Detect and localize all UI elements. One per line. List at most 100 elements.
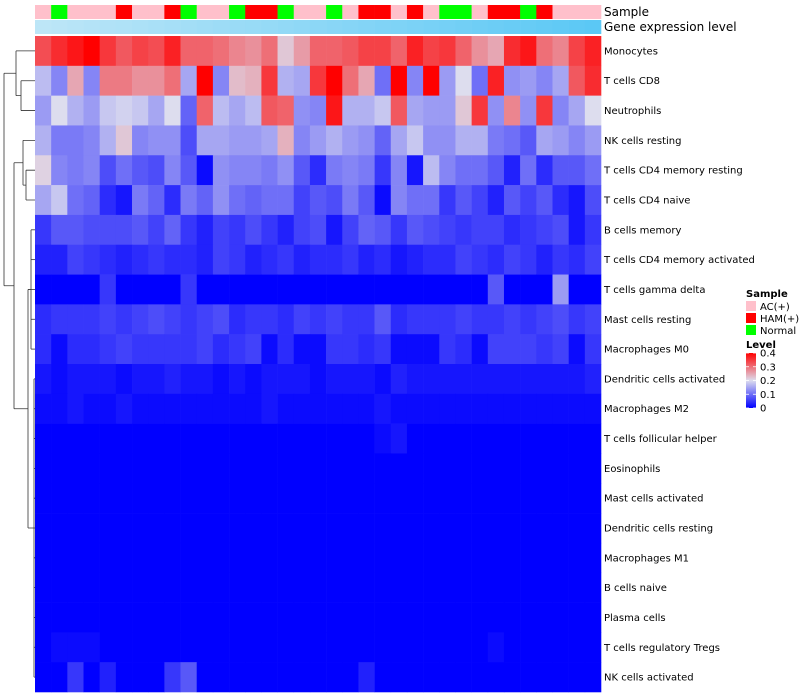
heatmap-cell-t-cells-gamma-delta xyxy=(390,274,408,305)
sample-annotation-cell xyxy=(390,5,408,19)
heatmap-cell-macrophages-m0 xyxy=(455,334,472,365)
heatmap-cell-dendritic-cells-activated xyxy=(503,364,521,395)
heatmap-cell-b-cells-naive xyxy=(536,572,553,603)
heatmap-cell-macrophages-m0 xyxy=(439,334,456,365)
heatmap-cell-t-cells-regulatory-tregs xyxy=(390,632,408,663)
gene-expression-annotation-cell xyxy=(423,20,440,34)
heatmap-cell-dendritic-cells-activated xyxy=(35,364,52,395)
heatmap-cell-t-cells-follicular-helper xyxy=(439,423,456,454)
heatmap-cell-b-cells-memory xyxy=(374,214,392,246)
heatmap-cell-t-cells-cd4-memory-resting xyxy=(309,155,327,186)
dendrogram-branch xyxy=(3,72,16,287)
heatmap-cell-mast-cells-activated xyxy=(180,483,198,514)
heatmap-cell-t-cells-gamma-delta xyxy=(180,274,198,305)
heatmap-cell-t-cells-cd8 xyxy=(584,65,602,96)
heatmap-cell-b-cells-memory xyxy=(390,214,408,246)
heatmap-cell-eosinophils xyxy=(67,453,84,484)
heatmap-cell-neutrophils xyxy=(374,95,392,126)
heatmap-cell-macrophages-m1 xyxy=(520,542,537,574)
heatmap-cell-mast-cells-resting xyxy=(212,304,230,335)
heatmap-cell-plasma-cells xyxy=(536,602,553,633)
heatmap-cell-t-cells-follicular-helper xyxy=(358,423,375,454)
heatmap-cell-plasma-cells xyxy=(455,602,472,633)
sample-annotation-cell xyxy=(487,5,505,19)
heatmap-cell-dendritic-cells-resting xyxy=(212,513,230,544)
heatmap-cell-t-cells-cd8 xyxy=(503,65,521,96)
heatmap-cell-t-cells-cd8 xyxy=(132,65,149,96)
heatmap-cell-t-cells-cd4-naive xyxy=(309,185,327,216)
heatmap-cell-neutrophils xyxy=(164,95,181,126)
heatmap-cell-macrophages-m2 xyxy=(180,393,198,424)
sample-annotation-cell xyxy=(584,5,602,19)
heatmap-cell-monocytes xyxy=(342,36,359,67)
heatmap-cell-t-cells-follicular-helper xyxy=(115,423,133,454)
heatmap-cell-nk-cells-resting xyxy=(293,125,311,156)
heatmap-cell-macrophages-m2 xyxy=(374,393,392,424)
heatmap-cell-nk-cells-resting xyxy=(520,125,537,156)
heatmap-cell-monocytes xyxy=(67,36,84,67)
heatmap-cell-nk-cells-activated xyxy=(536,662,553,693)
heatmap-cell-t-cells-cd4-memory-resting xyxy=(471,155,489,186)
heatmap-cell-t-cells-follicular-helper xyxy=(455,423,472,454)
heatmap-cell-t-cells-cd4-memory-resting xyxy=(584,155,602,186)
heatmap-cell-b-cells-naive xyxy=(342,572,359,603)
heatmap-cell-dendritic-cells-activated xyxy=(390,364,408,395)
heatmap-cell-nk-cells-activated xyxy=(212,662,230,693)
heatmap-cell-t-cells-cd4-memory-resting xyxy=(568,155,586,186)
heatmap-cell-monocytes xyxy=(164,36,181,67)
dendrogram-branch xyxy=(20,80,35,111)
sample-annotation-cell xyxy=(568,5,586,19)
heatmap-cell-macrophages-m0 xyxy=(536,334,553,365)
heatmap-cell-t-cells-cd8 xyxy=(277,65,295,96)
heatmap-cell-t-cells-cd4-memory-activated xyxy=(374,244,392,275)
heatmap-cell-nk-cells-activated xyxy=(99,662,117,693)
heatmap-cell-mast-cells-activated xyxy=(67,483,84,514)
heatmap-cell-dendritic-cells-activated xyxy=(423,364,440,395)
heatmap-cell-dendritic-cells-activated xyxy=(51,364,68,395)
heatmap-cell-mast-cells-activated xyxy=(132,483,149,514)
heatmap-cell-macrophages-m0 xyxy=(471,334,489,365)
heatmap-cell-nk-cells-activated xyxy=(439,662,456,693)
heatmap-cell-mast-cells-activated xyxy=(439,483,456,514)
heatmap-cell-t-cells-cd4-naive xyxy=(67,185,84,216)
heatmap-cell-t-cells-gamma-delta xyxy=(245,274,262,305)
heatmap-cell-monocytes xyxy=(536,36,553,67)
heatmap-cell-b-cells-memory xyxy=(132,214,149,246)
gene-expression-annotation-cell xyxy=(326,20,343,34)
heatmap-cell-mast-cells-resting xyxy=(406,304,424,335)
heatmap-cell-nk-cells-activated xyxy=(51,662,68,693)
heatmap-cell-t-cells-follicular-helper xyxy=(374,423,392,454)
heatmap-cell-plasma-cells xyxy=(83,602,100,633)
heatmap-cell-t-cells-regulatory-tregs xyxy=(358,632,375,663)
heatmap-cell-t-cells-regulatory-tregs xyxy=(132,632,149,663)
heatmap-cell-eosinophils xyxy=(293,453,311,484)
heatmap-cell-dendritic-cells-resting xyxy=(406,513,424,544)
heatmap-cell-mast-cells-activated xyxy=(455,483,472,514)
heatmap-cell-t-cells-regulatory-tregs xyxy=(439,632,456,663)
heatmap-cell-macrophages-m0 xyxy=(277,334,295,365)
row-label-neutrophils: Neutrophils xyxy=(604,106,661,117)
gene-expression-annotation-cell xyxy=(439,20,456,34)
heatmap-cell-t-cells-follicular-helper xyxy=(212,423,230,454)
heatmap-cell-neutrophils xyxy=(196,95,214,126)
heatmap-cell-t-cells-cd4-naive xyxy=(115,185,133,216)
heatmap-cell-plasma-cells xyxy=(196,602,214,633)
heatmap-cell-plasma-cells xyxy=(67,602,84,633)
heatmap-cell-t-cells-cd8 xyxy=(99,65,117,96)
sample-annotation-cell xyxy=(148,5,165,19)
heatmap-cell-t-cells-cd8 xyxy=(261,65,278,96)
heatmap-cell-t-cells-regulatory-tregs xyxy=(568,632,586,663)
heatmap-cell-b-cells-memory xyxy=(342,214,359,246)
sample-annotation-cell xyxy=(83,5,100,19)
heatmap-cell-plasma-cells xyxy=(164,602,181,633)
heatmap-cell-t-cells-cd4-memory-resting xyxy=(196,155,214,186)
heatmap-cell-t-cells-cd4-memory-activated xyxy=(520,244,537,275)
heatmap-cell-nk-cells-activated xyxy=(487,662,505,693)
gene-expression-annotation-cell xyxy=(35,20,52,34)
heatmap-cell-t-cells-cd4-memory-resting xyxy=(99,155,117,186)
heatmap-cell-neutrophils xyxy=(51,95,68,126)
heatmap-cell-nk-cells-resting xyxy=(326,125,343,156)
heatmap-cell-macrophages-m2 xyxy=(212,393,230,424)
heatmap-cell-dendritic-cells-activated xyxy=(406,364,424,395)
